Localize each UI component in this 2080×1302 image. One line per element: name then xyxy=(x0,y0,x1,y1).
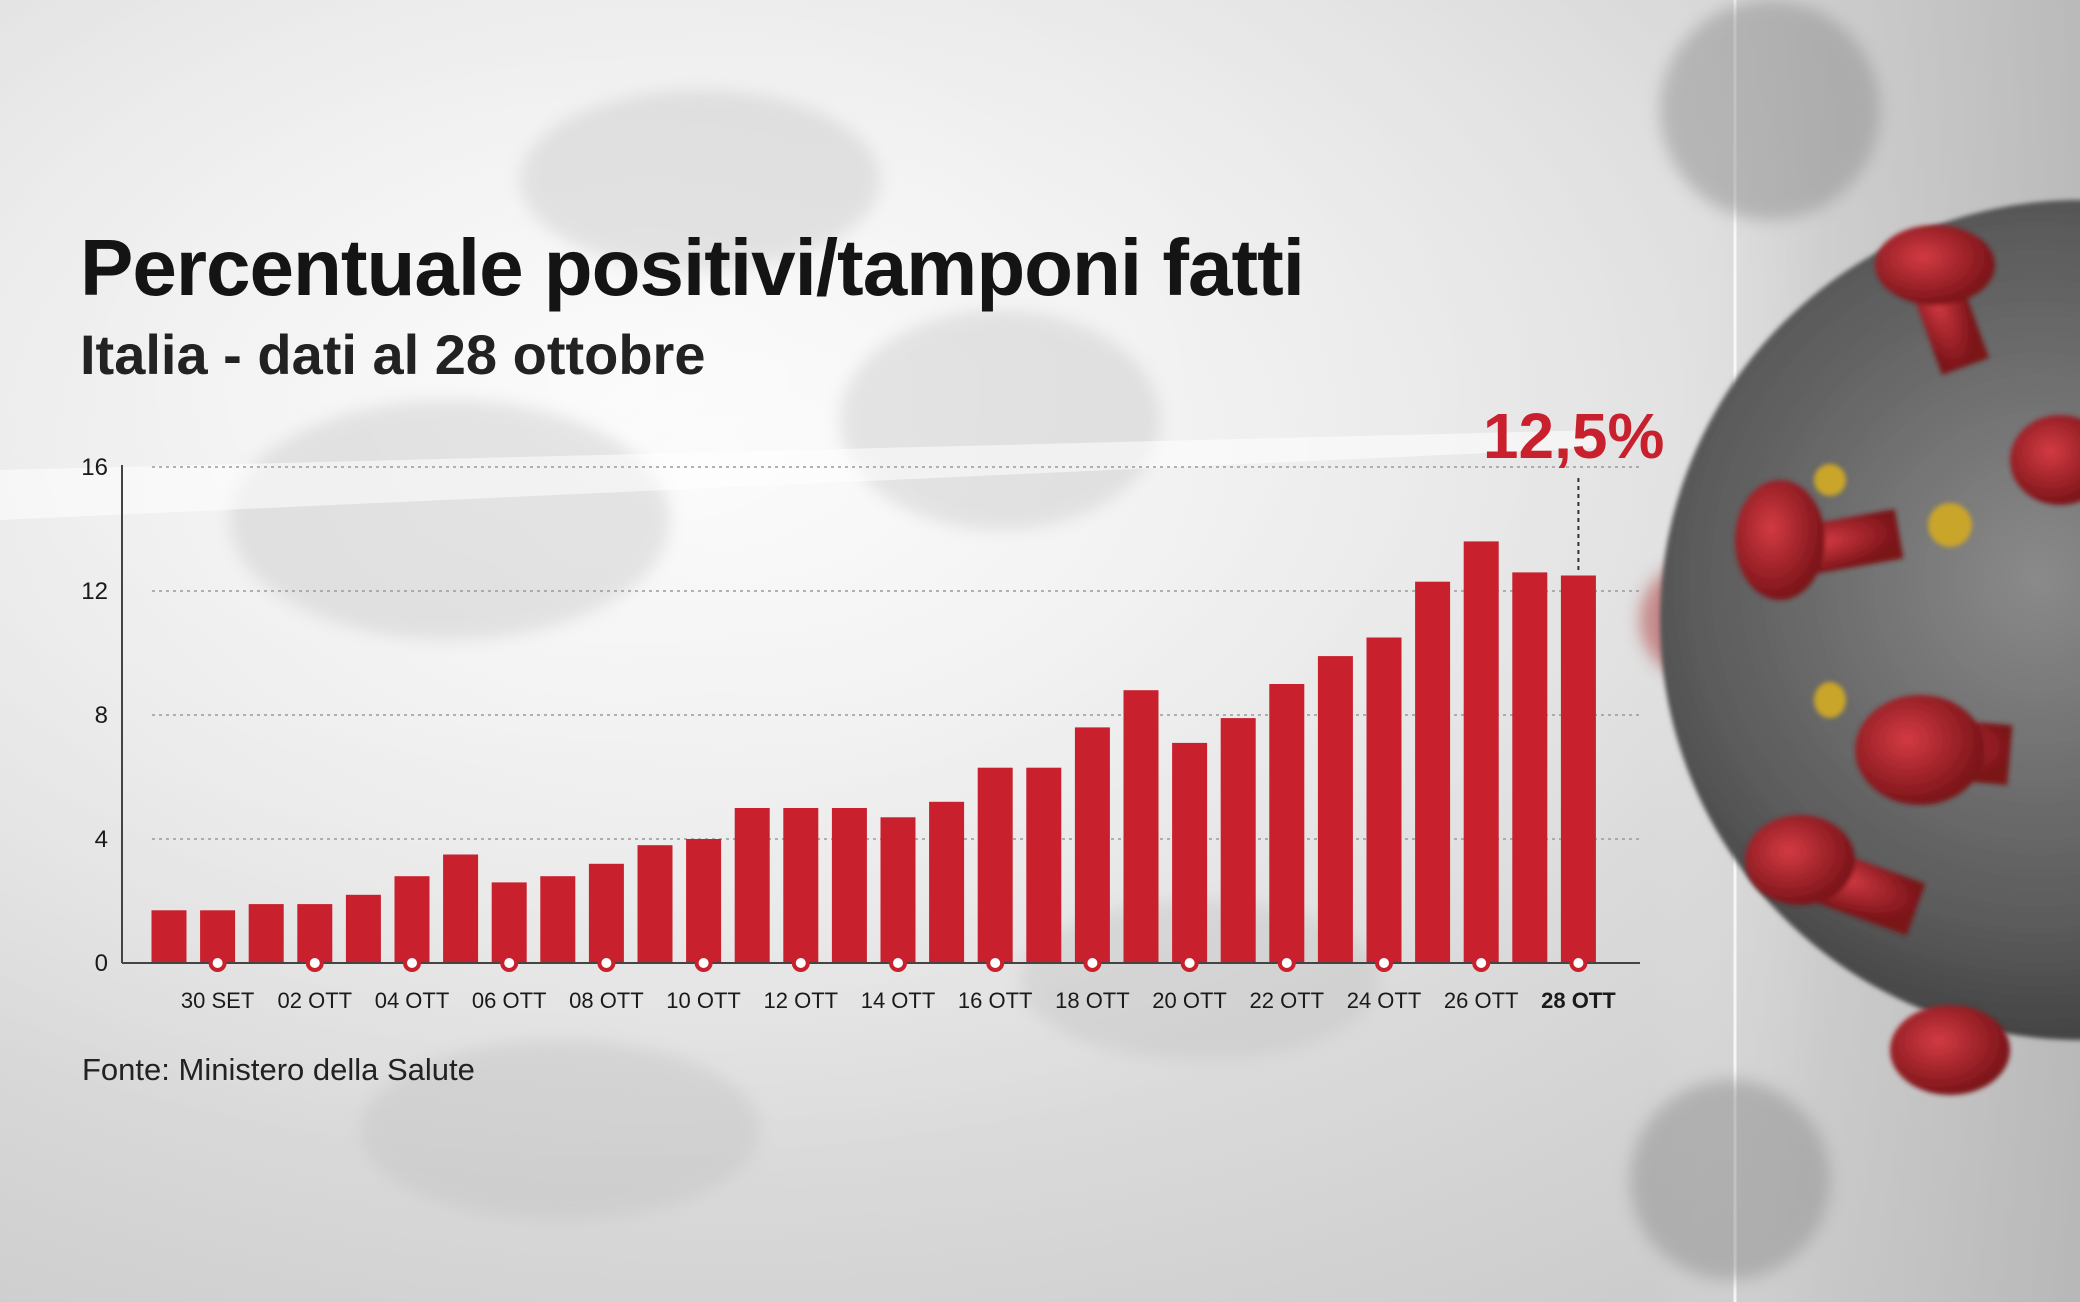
chart-title: Percentuale positivi/tamponi fatti xyxy=(80,223,1305,312)
bar-09-ott xyxy=(637,845,673,963)
bar-08-ott xyxy=(588,863,624,963)
x-tick-label: 06 OTT xyxy=(472,988,547,1013)
y-tick-label: 16 xyxy=(81,454,108,481)
bar-23-ott xyxy=(1317,656,1353,963)
x-tick-label: 20 OTT xyxy=(1152,988,1227,1013)
date-marker xyxy=(208,954,227,972)
bar-29-set xyxy=(151,910,187,963)
date-marker xyxy=(889,954,907,972)
y-tick-label: 12 xyxy=(81,578,108,605)
y-tick-label: 4 xyxy=(95,826,108,853)
x-tick-label: 14 OTT xyxy=(861,988,936,1013)
bar-26-ott xyxy=(1463,541,1499,963)
bar-05-ott xyxy=(443,854,479,963)
date-marker xyxy=(1083,954,1102,972)
bar-27-ott xyxy=(1512,572,1548,963)
x-tick-label: 24 OTT xyxy=(1347,988,1422,1013)
bar-13-ott xyxy=(831,808,867,963)
bar-18-ott xyxy=(1074,727,1110,963)
bar-21-ott xyxy=(1220,718,1256,963)
bar-02-ott xyxy=(297,904,333,963)
x-tick-label: 26 OTT xyxy=(1444,988,1519,1013)
bar-22-ott xyxy=(1269,684,1305,963)
date-marker xyxy=(403,954,421,972)
bar-16-ott xyxy=(977,767,1013,963)
y-tick-label: 0 xyxy=(95,950,108,977)
date-marker xyxy=(305,954,324,972)
date-marker xyxy=(500,954,519,972)
date-marker xyxy=(791,954,810,972)
bar-12-ott xyxy=(783,808,819,963)
y-axis-ticks: 0 4 8 12 16 xyxy=(81,454,108,977)
bar-10-ott xyxy=(686,839,722,963)
date-marker xyxy=(1277,954,1296,972)
bar-03-ott xyxy=(345,894,381,963)
x-tick-label: 22 OTT xyxy=(1250,988,1325,1013)
x-axis-ticks: 30 SET 02 OTT 04 OTT 06 OTT 08 OTT 10 OTT 12 O… xyxy=(181,988,1616,1013)
x-tick-label: 02 OTT xyxy=(278,988,353,1013)
x-tick-label: 08 OTT xyxy=(569,988,644,1013)
bar-14-ott xyxy=(880,817,916,963)
bar-07-ott xyxy=(540,876,576,963)
x-tick-label: 18 OTT xyxy=(1055,988,1130,1013)
date-marker xyxy=(1180,954,1199,972)
bar-06-ott xyxy=(491,882,527,963)
x-tick-label: 04 OTT xyxy=(375,988,450,1013)
x-tick-label: 10 OTT xyxy=(666,988,741,1013)
bar-01-ott xyxy=(248,904,284,963)
date-marker xyxy=(1569,954,1588,972)
bar-15-ott xyxy=(929,801,965,963)
bar-11-ott xyxy=(734,808,770,963)
date-marker xyxy=(597,954,616,972)
bars xyxy=(151,541,1596,963)
date-marker xyxy=(1472,954,1491,972)
x-tick-label: 12 OTT xyxy=(764,988,839,1013)
callout-value-label: 12,5% xyxy=(1483,400,1664,472)
value-callout: 12,5% xyxy=(1483,400,1664,572)
date-marker xyxy=(986,954,1005,972)
source-note: Fonte: Ministero della Salute xyxy=(82,1052,475,1087)
y-tick-label: 8 xyxy=(95,702,108,729)
date-marker xyxy=(1375,954,1393,972)
x-tick-label: 30 SET xyxy=(181,988,254,1013)
bar-28-ott xyxy=(1560,575,1596,963)
virus-illustration xyxy=(1630,0,2080,1280)
x-tick-label: 28 OTT xyxy=(1541,988,1616,1013)
bar-20-ott xyxy=(1172,742,1208,963)
bar-25-ott xyxy=(1415,581,1451,963)
chart-subtitle: Italia - dati al 28 ottobre xyxy=(80,323,706,386)
bar-04-ott xyxy=(394,876,430,963)
bar-19-ott xyxy=(1123,690,1159,963)
date-markers xyxy=(208,954,1588,972)
x-tick-label: 16 OTT xyxy=(958,988,1033,1013)
date-marker xyxy=(694,954,713,972)
bar-17-ott xyxy=(1026,767,1062,963)
bar-24-ott xyxy=(1366,637,1402,963)
